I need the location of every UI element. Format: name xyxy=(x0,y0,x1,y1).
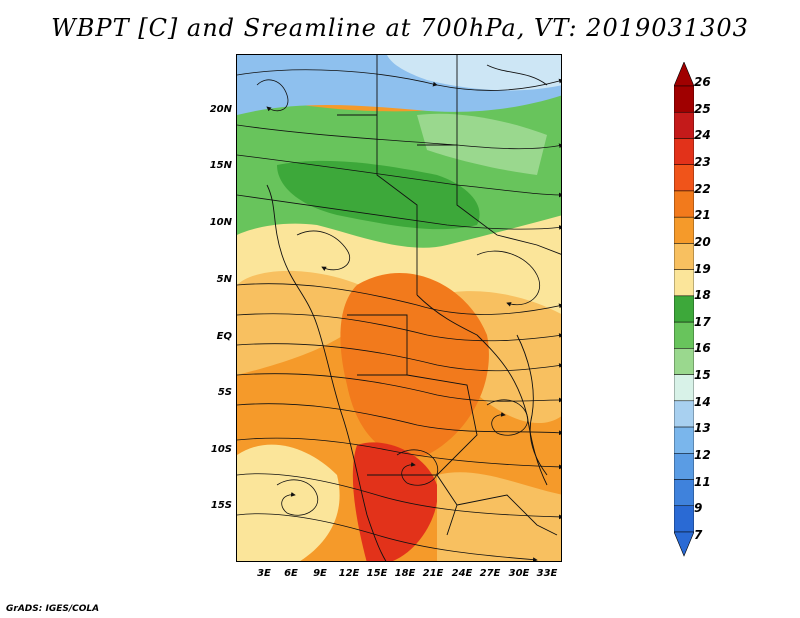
colorbar-segment xyxy=(674,400,694,428)
colorbar-bottom-arrow xyxy=(674,531,694,557)
colorbar-label: 21 xyxy=(694,208,711,223)
lon-label-30e: 30E xyxy=(508,568,530,579)
lon-label-15e: 15E xyxy=(366,568,388,579)
colorbar-label: 12 xyxy=(694,448,711,463)
lon-label-21e: 21E xyxy=(422,568,444,579)
colorbar-segment xyxy=(674,505,694,533)
lon-label-18e: 18E xyxy=(394,568,416,579)
lat-label-15s: 15S xyxy=(210,500,232,511)
chart-title: WBPT [C] and Sreamline at 700hPa, VT: 20… xyxy=(51,14,749,42)
colorbar-segment xyxy=(674,243,694,270)
lon-label-24e: 24E xyxy=(451,568,473,579)
colorbar-label: 22 xyxy=(694,181,711,196)
lat-label-20n: 20N xyxy=(209,104,232,115)
lon-label-27e: 27E xyxy=(479,568,501,579)
region-north-dark-green xyxy=(277,160,480,230)
colorbar-segment xyxy=(674,321,694,349)
colorbar-label: 11 xyxy=(694,474,711,489)
colorbar-label: 16 xyxy=(694,341,711,356)
map-panel xyxy=(236,54,562,562)
region-west-light-orange xyxy=(237,252,387,375)
colorbar-label: 20 xyxy=(694,234,711,249)
colorbar-segment xyxy=(674,216,694,244)
colorbar-segment xyxy=(674,426,694,454)
lat-label-5n: 5N xyxy=(216,274,232,285)
colorbar-segment xyxy=(674,374,694,402)
colorbar-label: 13 xyxy=(694,421,711,436)
region-center-deep-orange xyxy=(340,273,489,457)
colorbar-segment xyxy=(674,138,694,165)
colorbar-label: 15 xyxy=(694,368,711,383)
lon-label-33e: 33E xyxy=(536,568,558,579)
lat-label-15n: 15N xyxy=(209,160,232,171)
colorbar-segment xyxy=(674,190,694,218)
colorbar-top-arrow xyxy=(674,62,694,87)
colorbar-segment xyxy=(674,111,694,139)
colorbar-segments xyxy=(674,85,694,533)
colorbar-label: 18 xyxy=(694,288,711,303)
colorbar-label: 23 xyxy=(694,154,711,169)
lon-label-6e: 6E xyxy=(284,568,298,579)
lat-label-10s: 10S xyxy=(210,444,232,455)
colorbar-label: 9 xyxy=(694,501,703,516)
colorbar-label: 7 xyxy=(694,528,703,542)
lat-label-5s: 5S xyxy=(217,387,232,398)
colorbar-segment xyxy=(674,295,694,323)
lat-label-eq: EQ xyxy=(216,331,232,342)
colorbar-segment xyxy=(674,479,694,507)
region-southeast-light-orange xyxy=(437,472,561,561)
colorbar-label: 19 xyxy=(694,261,711,276)
colorbar-segment xyxy=(674,348,694,375)
region-south-red xyxy=(352,442,438,561)
lat-label-10n: 10N xyxy=(209,217,232,228)
colorbar-label: 25 xyxy=(694,101,711,116)
footer-credit: GrADS: IGES/COLA xyxy=(6,604,100,614)
colorbar-segment xyxy=(674,164,694,192)
colorbar-label: 26 xyxy=(694,75,711,89)
lon-label-3e: 3E xyxy=(257,568,271,579)
lon-label-9e: 9E xyxy=(313,568,327,579)
colorbar-label: 14 xyxy=(694,394,711,409)
country-borders xyxy=(266,55,561,561)
region-north-light-green xyxy=(417,113,547,175)
colorbar-label: 17 xyxy=(694,314,711,329)
colorbar-segment xyxy=(674,269,694,297)
colorbar-segment xyxy=(674,453,694,480)
colorbar xyxy=(674,62,694,557)
lon-label-12e: 12E xyxy=(338,568,360,579)
colorbar-segment xyxy=(674,85,694,113)
streamlines xyxy=(237,69,561,561)
colorbar-label: 24 xyxy=(694,128,711,143)
